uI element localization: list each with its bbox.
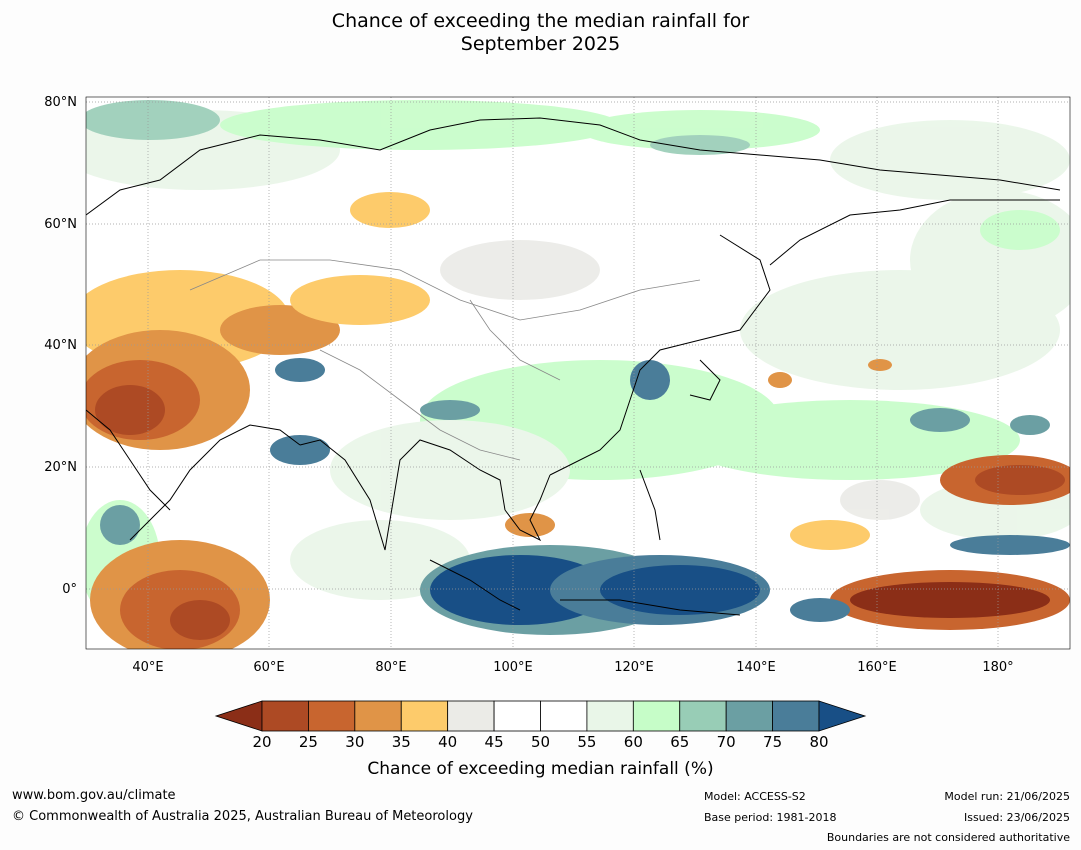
wet-regions xyxy=(100,358,1070,635)
country-borders xyxy=(189,259,701,461)
lon-label: 160°E xyxy=(857,660,897,675)
colorbar-swatch xyxy=(632,700,681,732)
lon-label: 40°E xyxy=(132,660,164,675)
lat-label: 0° xyxy=(62,582,77,597)
map-title-line1: Chance of exceeding the median rainfall … xyxy=(331,10,750,32)
graticule xyxy=(86,97,1070,649)
colorbar-swatch xyxy=(679,700,727,732)
colorbar-extend-low xyxy=(214,700,263,732)
lat-label: 40°N xyxy=(44,338,77,353)
colorbar-tick-label: 35 xyxy=(391,733,411,751)
colorbar-tick-label: 50 xyxy=(530,733,551,751)
colorbar-swatch xyxy=(354,700,402,732)
colorbar-swatch xyxy=(540,700,588,732)
colorbar-tick-label: 25 xyxy=(298,733,318,751)
rainfall-probability-map xyxy=(85,96,1071,650)
lon-label: 180° xyxy=(982,660,1014,675)
map-frame xyxy=(85,96,1071,650)
colorbar-tick-label: 80 xyxy=(809,733,829,751)
lon-label: 80°E xyxy=(375,660,407,675)
map-title-line2: September 2025 xyxy=(460,33,621,55)
colorbar-swatch xyxy=(308,700,356,732)
colorbar-extend-high xyxy=(818,700,867,732)
lat-label: 80°N xyxy=(44,95,77,110)
colorbar-tick-label: 75 xyxy=(763,733,783,751)
colorbar-tick-label: 70 xyxy=(716,733,736,751)
colorbar-swatch xyxy=(725,700,773,732)
issued-date: Issued: 23/06/2025 xyxy=(963,811,1070,824)
website-link[interactable]: www.bom.gov.au/climate xyxy=(12,788,176,803)
colorbar-swatch xyxy=(447,700,495,732)
colorbar-swatch xyxy=(586,700,634,732)
colorbar-label: Chance of exceeding median rainfall (%) xyxy=(367,759,714,779)
lat-label: 20°N xyxy=(44,460,77,475)
lat-label: 60°N xyxy=(44,217,77,232)
colorbar-swatch xyxy=(772,700,820,732)
colorbar-tick-label: 20 xyxy=(252,733,272,751)
dry-regions xyxy=(86,192,1070,649)
colorbar-swatch xyxy=(493,700,541,732)
colorbar-tick-label: 60 xyxy=(623,733,643,751)
colorbar-tick-label: 65 xyxy=(670,733,690,751)
colorbar-tick-label: 40 xyxy=(438,733,458,751)
boundaries-disclaimer: Boundaries are not considered authoritat… xyxy=(826,831,1070,844)
colorbar-swatch xyxy=(400,700,449,732)
lon-label: 120°E xyxy=(614,660,654,675)
colorbar-tick-label: 30 xyxy=(345,733,365,751)
colorbar xyxy=(214,700,867,732)
lon-label: 100°E xyxy=(493,660,533,675)
colorbar-swatch xyxy=(261,700,309,732)
model-run-date: Model run: 21/06/2025 xyxy=(944,790,1070,803)
copyright-text: © Commonwealth of Australia 2025, Austra… xyxy=(12,809,473,824)
lon-label: 60°E xyxy=(253,660,285,675)
coastlines xyxy=(86,117,1061,616)
base-period: Base period: 1981-2018 xyxy=(704,811,837,824)
lon-label: 140°E xyxy=(736,660,776,675)
colorbar-tick-label: 45 xyxy=(484,733,504,751)
model-name: Model: ACCESS-S2 xyxy=(704,790,806,803)
colorbar-tick-label: 55 xyxy=(577,733,597,751)
